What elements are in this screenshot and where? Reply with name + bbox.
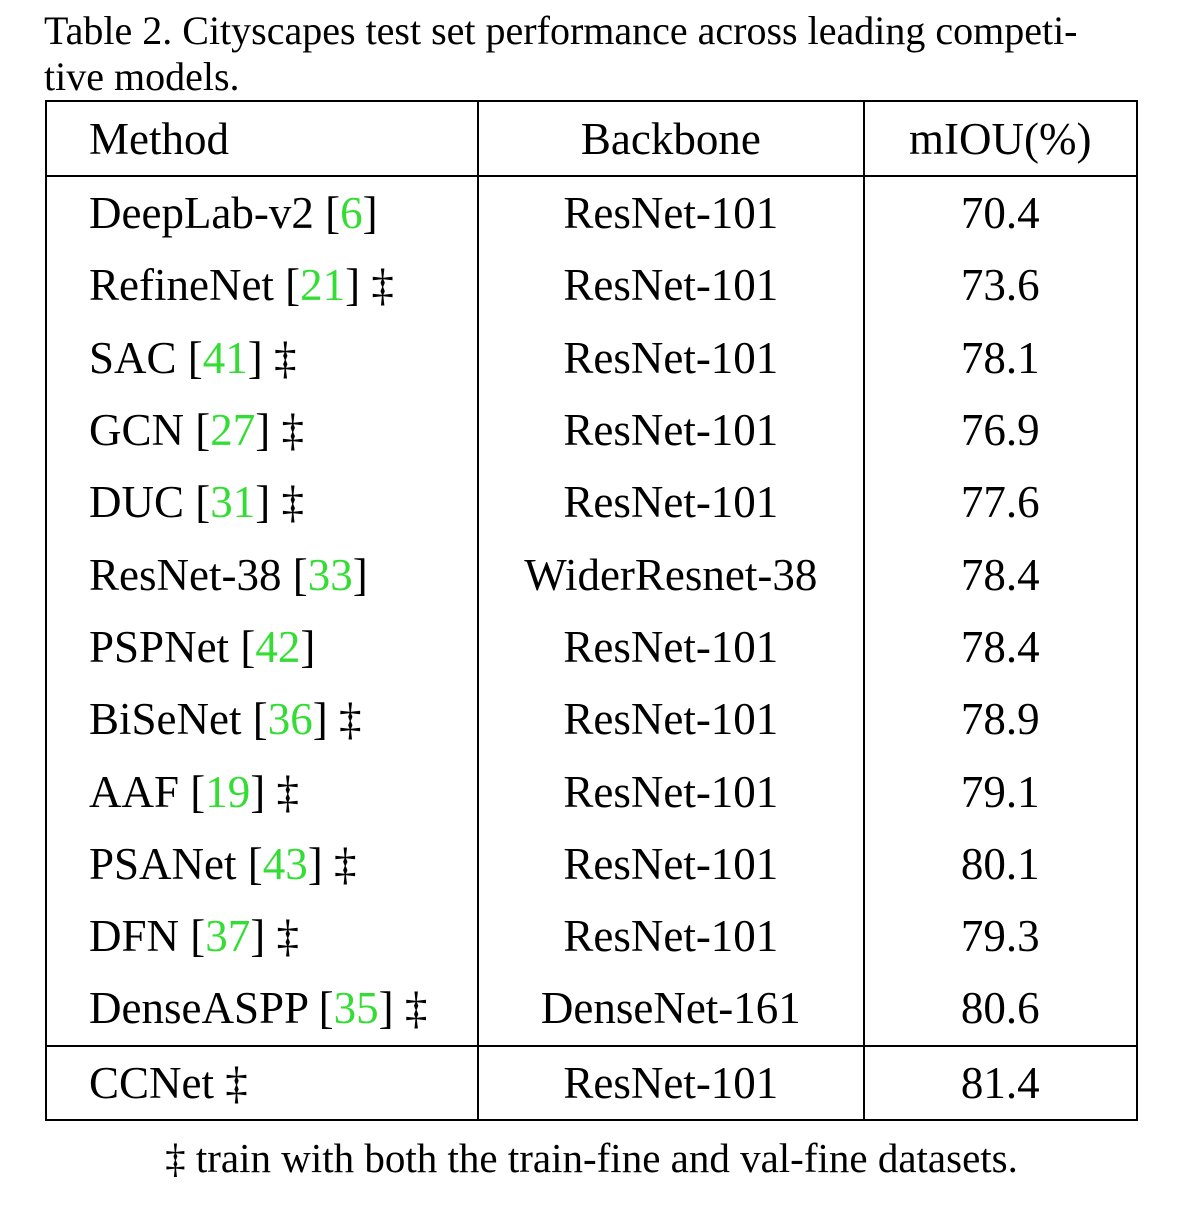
miou-cell: 80.1 bbox=[862, 827, 1139, 900]
dagger-mark: ‡ bbox=[225, 1057, 248, 1108]
header-row: Method Backbone mIOU(%) bbox=[44, 100, 1139, 177]
method-name: AAF bbox=[89, 766, 180, 817]
ours-body: CCNet ‡ ResNet-101 81.4 bbox=[44, 1044, 1139, 1121]
method-name: BiSeNet bbox=[89, 694, 242, 745]
table-caption: Table 2. Cityscapes test set performance… bbox=[44, 8, 1140, 100]
backbone-cell: ResNet-101 bbox=[477, 321, 865, 394]
citation-link[interactable]: 35 bbox=[333, 983, 379, 1034]
citation-link[interactable]: 42 bbox=[255, 621, 301, 672]
citation-link[interactable]: 19 bbox=[205, 766, 251, 817]
table-row: RefineNet [21] ‡ ResNet-101 73.6 bbox=[44, 249, 1139, 322]
method-cell: SAC [41] ‡ bbox=[44, 321, 480, 394]
backbone-cell: ResNet-101 bbox=[477, 899, 865, 973]
backbone-cell: ResNet-101 bbox=[477, 466, 865, 539]
table-footnote: ‡ train with both the train-fine and val… bbox=[165, 1135, 1018, 1181]
backbone-cell: DenseNet-161 bbox=[477, 972, 865, 1046]
dagger-mark: ‡ bbox=[281, 405, 305, 456]
citation-link[interactable]: 37 bbox=[205, 911, 251, 962]
table-body: DeepLab-v2 [6] ResNet-101 70.4 RefineNet [2… bbox=[44, 176, 1139, 1046]
method-cell: PSPNet [42] bbox=[44, 610, 480, 684]
miou-cell: 78.4 bbox=[862, 610, 1139, 684]
miou-cell: 78.9 bbox=[862, 683, 1139, 756]
citation-link[interactable]: 31 bbox=[210, 477, 256, 528]
miou-cell: 73.6 bbox=[862, 249, 1139, 322]
table-row: DUC [31] ‡ ResNet-101 77.6 bbox=[44, 466, 1139, 539]
method-cell: PSANet [43] ‡ bbox=[44, 827, 480, 900]
method-name: RefineNet bbox=[89, 260, 274, 311]
method-name: ResNet-38 bbox=[89, 549, 282, 600]
method-cell: DFN [37] ‡ bbox=[44, 899, 480, 973]
method-name: DenseASPP bbox=[89, 983, 308, 1034]
dagger-mark: ‡ bbox=[334, 838, 357, 889]
method-cell: DenseASPP [35] ‡ bbox=[44, 972, 480, 1046]
table-row: DeepLab-v2 [6] ResNet-101 70.4 bbox=[44, 176, 1139, 250]
method-name: GCN bbox=[89, 405, 185, 456]
dagger-mark: ‡ bbox=[339, 694, 362, 745]
citation-link[interactable]: 6 bbox=[340, 188, 363, 239]
backbone-cell: ResNet-101 bbox=[477, 755, 865, 828]
miou-cell: 80.6 bbox=[862, 972, 1139, 1046]
miou-cell: 78.1 bbox=[862, 321, 1139, 394]
table-row: ResNet-38 [33] WiderResnet-38 78.4 bbox=[44, 538, 1139, 611]
table-row: AAF [19] ‡ ResNet-101 79.1 bbox=[44, 755, 1139, 828]
miou-cell: 81.4 bbox=[862, 1044, 1139, 1121]
table-row: BiSeNet [36] ‡ ResNet-101 78.9 bbox=[44, 683, 1139, 756]
method-cell: AAF [19] ‡ bbox=[44, 755, 480, 828]
method-name: PSANet bbox=[89, 838, 237, 889]
backbone-cell: ResNet-101 bbox=[477, 683, 865, 756]
method-name: SAC bbox=[89, 332, 177, 383]
table-row: PSANet [43] ‡ ResNet-101 80.1 bbox=[44, 827, 1139, 900]
results-table: Method Backbone mIOU(%) DeepLab-v2 [6] Re… bbox=[44, 100, 1139, 1121]
table-row-ours: CCNet ‡ ResNet-101 81.4 bbox=[44, 1044, 1139, 1121]
method-cell: ResNet-38 [33] bbox=[44, 538, 480, 611]
method-cell: DUC [31] ‡ bbox=[44, 466, 480, 539]
citation-link[interactable]: 21 bbox=[300, 260, 346, 311]
method-name: PSPNet bbox=[89, 621, 230, 672]
backbone-cell: WiderResnet-38 bbox=[477, 538, 865, 611]
citation-link[interactable]: 41 bbox=[202, 332, 248, 383]
header-miou: mIOU(%) bbox=[862, 100, 1139, 177]
method-cell: DeepLab-v2 [6] bbox=[44, 176, 480, 250]
method-cell: BiSeNet [36] ‡ bbox=[44, 683, 480, 756]
backbone-cell: ResNet-101 bbox=[477, 393, 865, 467]
dagger-mark: ‡ bbox=[404, 983, 428, 1034]
miou-cell: 79.3 bbox=[862, 899, 1139, 973]
backbone-cell: ResNet-101 bbox=[477, 176, 865, 250]
miou-cell: 77.6 bbox=[862, 466, 1139, 539]
caption-line-2: tive models. bbox=[44, 54, 240, 99]
table-row: DFN [37] ‡ ResNet-101 79.3 bbox=[44, 899, 1139, 973]
backbone-cell: ResNet-101 bbox=[477, 1044, 865, 1121]
dagger-mark: ‡ bbox=[274, 332, 297, 383]
method-cell: RefineNet [21] ‡ bbox=[44, 249, 480, 322]
caption-line-1: Table 2. Cityscapes test set performance… bbox=[44, 8, 1078, 53]
header-method: Method bbox=[44, 100, 480, 177]
method-cell: CCNet ‡ bbox=[44, 1044, 480, 1121]
miou-cell: 79.1 bbox=[862, 755, 1139, 828]
method-name: CCNet bbox=[89, 1057, 215, 1108]
citation-link[interactable]: 33 bbox=[307, 549, 353, 600]
table-row: GCN [27] ‡ ResNet-101 76.9 bbox=[44, 393, 1139, 467]
table-row: DenseASPP [35] ‡ DenseNet-161 80.6 bbox=[44, 972, 1139, 1046]
miou-cell: 70.4 bbox=[862, 176, 1139, 250]
dagger-mark: ‡ bbox=[276, 911, 300, 962]
dagger-mark: ‡ bbox=[371, 260, 394, 311]
backbone-cell: ResNet-101 bbox=[477, 827, 865, 900]
method-name: DFN bbox=[89, 911, 180, 962]
citation-link[interactable]: 36 bbox=[267, 694, 313, 745]
miou-cell: 76.9 bbox=[862, 393, 1139, 467]
table-row: PSPNet [42] ResNet-101 78.4 bbox=[44, 610, 1139, 684]
method-name: DeepLab-v2 bbox=[89, 188, 314, 239]
miou-cell: 78.4 bbox=[862, 538, 1139, 611]
backbone-cell: ResNet-101 bbox=[477, 610, 865, 684]
method-name: DUC bbox=[89, 477, 185, 528]
table-row: SAC [41] ‡ ResNet-101 78.1 bbox=[44, 321, 1139, 394]
backbone-cell: ResNet-101 bbox=[477, 249, 865, 322]
header-backbone: Backbone bbox=[477, 100, 865, 177]
dagger-mark: ‡ bbox=[281, 477, 305, 528]
citation-link[interactable]: 43 bbox=[262, 838, 308, 889]
method-cell: GCN [27] ‡ bbox=[44, 393, 480, 467]
citation-link[interactable]: 27 bbox=[210, 405, 256, 456]
dagger-mark: ‡ bbox=[276, 766, 300, 817]
